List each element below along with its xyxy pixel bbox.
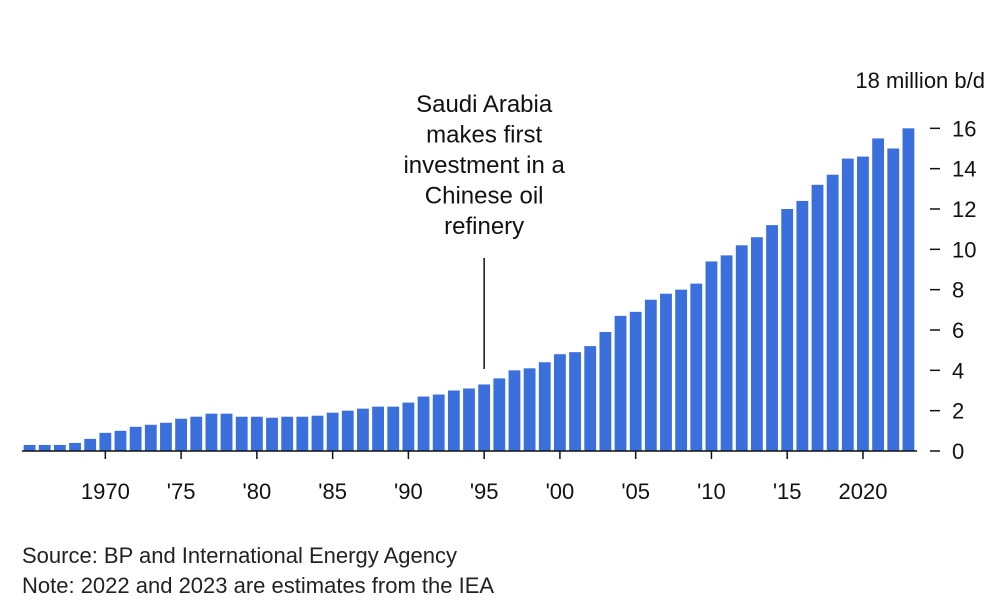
bar-1982 <box>281 416 294 451</box>
bar-2006 <box>644 299 657 451</box>
bar-1970 <box>99 432 112 451</box>
y-tick-label-10: 10 <box>952 237 976 262</box>
bar-2003 <box>599 332 612 451</box>
bar-1991 <box>417 396 430 451</box>
annotation-line-1: Saudi Arabia <box>416 91 553 118</box>
x-tick-label-1980: '80 <box>243 479 272 504</box>
bar-1976 <box>190 416 203 451</box>
annotation-line-4: Chinese oil <box>425 183 544 210</box>
bar-1967 <box>53 444 66 451</box>
annotation-line-5: refinery <box>444 213 524 240</box>
bar-1980 <box>250 416 263 451</box>
bar-2023 <box>902 128 915 451</box>
y-tick-label-12: 12 <box>952 197 976 222</box>
bar-1988 <box>372 406 384 451</box>
estimate-note: Note: 2022 and 2023 are estimates from t… <box>22 573 495 598</box>
x-tick-label-1985: '85 <box>318 479 347 504</box>
bar-2011 <box>720 255 733 451</box>
bar-1965 <box>23 444 36 451</box>
x-tick-label-2000: '00 <box>546 479 575 504</box>
x-tick-label-1995: '95 <box>470 479 499 504</box>
x-tick-label-1975: '75 <box>167 479 196 504</box>
bar-1979 <box>235 416 248 451</box>
bar-2001 <box>569 352 581 451</box>
bar-1968 <box>69 442 81 451</box>
bar-2008 <box>675 289 688 451</box>
annotation: Saudi Arabia makes first investment in a Ch… <box>403 91 566 369</box>
bar-2022 <box>887 148 900 451</box>
bar-1973 <box>144 424 157 451</box>
y-axis-unit-label: 18 million b/d <box>855 68 985 93</box>
bar-2000 <box>554 354 566 451</box>
bar-2020 <box>857 156 869 451</box>
bar-1983 <box>296 416 309 451</box>
bar-2018 <box>826 174 839 451</box>
bar-1972 <box>129 426 142 451</box>
annotation-line-3: investment in a <box>403 152 565 179</box>
bar-1966 <box>38 444 51 451</box>
y-tick-label-14: 14 <box>952 157 976 182</box>
bar-1986 <box>341 410 354 451</box>
bar-1971 <box>114 430 127 451</box>
bar-2005 <box>629 311 642 451</box>
bar-1977 <box>205 413 218 451</box>
x-axis: 1970 '75 '80 '85 '90 '95 '00 '05 '10 '15 2020 <box>81 451 887 504</box>
bar-1978 <box>220 413 233 451</box>
bar-2016 <box>796 200 809 451</box>
bar-2015 <box>781 209 794 451</box>
y-axis: 0 2 4 6 8 10 12 14 16 <box>930 116 976 464</box>
bar-1974 <box>160 422 172 451</box>
bar-2010 <box>705 261 718 451</box>
bar-1969 <box>84 438 97 451</box>
bar-2009 <box>690 283 703 451</box>
bar-1994 <box>463 388 475 451</box>
x-tick-label-1990: '90 <box>394 479 423 504</box>
bar-1996 <box>493 378 506 451</box>
y-tick-label-16: 16 <box>952 116 976 141</box>
bar-1984 <box>311 415 324 451</box>
bar-1992 <box>432 394 445 451</box>
y-tick-label-2: 2 <box>952 399 964 424</box>
bar-2004 <box>614 315 627 451</box>
bar-1975 <box>175 418 188 451</box>
y-tick-label-6: 6 <box>952 318 964 343</box>
x-tick-label-2015: '15 <box>773 479 802 504</box>
bar-1997 <box>508 370 521 451</box>
bar-1989 <box>387 406 400 451</box>
bar-2002 <box>584 346 597 451</box>
bar-1981 <box>266 417 278 451</box>
bar-1999 <box>538 362 551 451</box>
y-tick-label-4: 4 <box>952 358 964 383</box>
bar-1987 <box>357 408 369 451</box>
bar-1995 <box>478 384 491 451</box>
source-note: Source: BP and International Energy Agen… <box>22 543 457 568</box>
bar-2014 <box>766 225 778 451</box>
bar-2021 <box>872 138 885 452</box>
y-tick-label-0: 0 <box>952 439 964 464</box>
annotation-line-2: makes first <box>426 122 542 149</box>
bar-1998 <box>523 368 536 451</box>
y-tick-label-8: 8 <box>952 278 964 303</box>
x-tick-label-1970: 1970 <box>81 479 130 504</box>
x-tick-label-2020: 2020 <box>838 479 887 504</box>
bar-2013 <box>750 237 763 451</box>
bar-1993 <box>447 390 460 451</box>
bar-1990 <box>402 402 415 451</box>
x-tick-label-2010: '10 <box>697 479 726 504</box>
bar-2019 <box>841 158 854 451</box>
bars <box>23 128 915 452</box>
bar-2017 <box>811 184 824 452</box>
bar-2007 <box>660 293 672 451</box>
bar-1985 <box>326 412 339 451</box>
bar-2012 <box>735 245 748 451</box>
x-tick-label-2005: '05 <box>621 479 650 504</box>
